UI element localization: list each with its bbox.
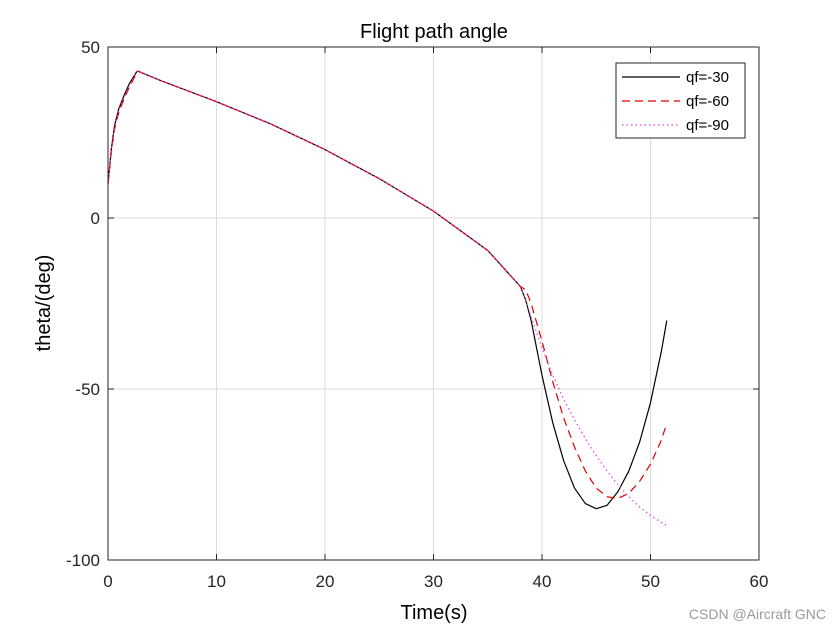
- watermark: CSDN @Aircraft GNC: [688, 606, 826, 622]
- legend-label-1: qf=-30: [686, 69, 729, 86]
- y-tick-label: 0: [91, 209, 100, 228]
- y-axis-label: theta/(deg): [33, 255, 55, 352]
- y-tick-label: -100: [66, 551, 100, 570]
- x-tick-label: 0: [103, 572, 112, 591]
- x-tick-label: 30: [424, 572, 443, 591]
- chart-title: Flight path angle: [360, 21, 508, 43]
- series-line-2: [107, 70, 668, 500]
- x-tick-label: 50: [641, 572, 660, 591]
- y-tick-label: 50: [81, 38, 100, 57]
- x-tick-label: 60: [750, 572, 769, 591]
- y-tick-label: -50: [75, 380, 100, 399]
- x-tick-label: 20: [316, 572, 335, 591]
- legend: qf=-30 qf=-60 qf=-90: [615, 62, 746, 139]
- x-tick-label: 10: [207, 572, 226, 591]
- legend-label-2: qf=-60: [686, 93, 729, 110]
- series-line-3: [107, 70, 668, 527]
- series-layer: [107, 70, 668, 527]
- legend-label-3: qf=-90: [686, 117, 729, 134]
- tick-labels: 0 10 20 30 40 50 60 -100 -50 0 50: [66, 38, 768, 591]
- x-tick-label: 40: [533, 572, 552, 591]
- ticks: [107, 46, 760, 561]
- x-axis-label: Time(s): [400, 602, 467, 624]
